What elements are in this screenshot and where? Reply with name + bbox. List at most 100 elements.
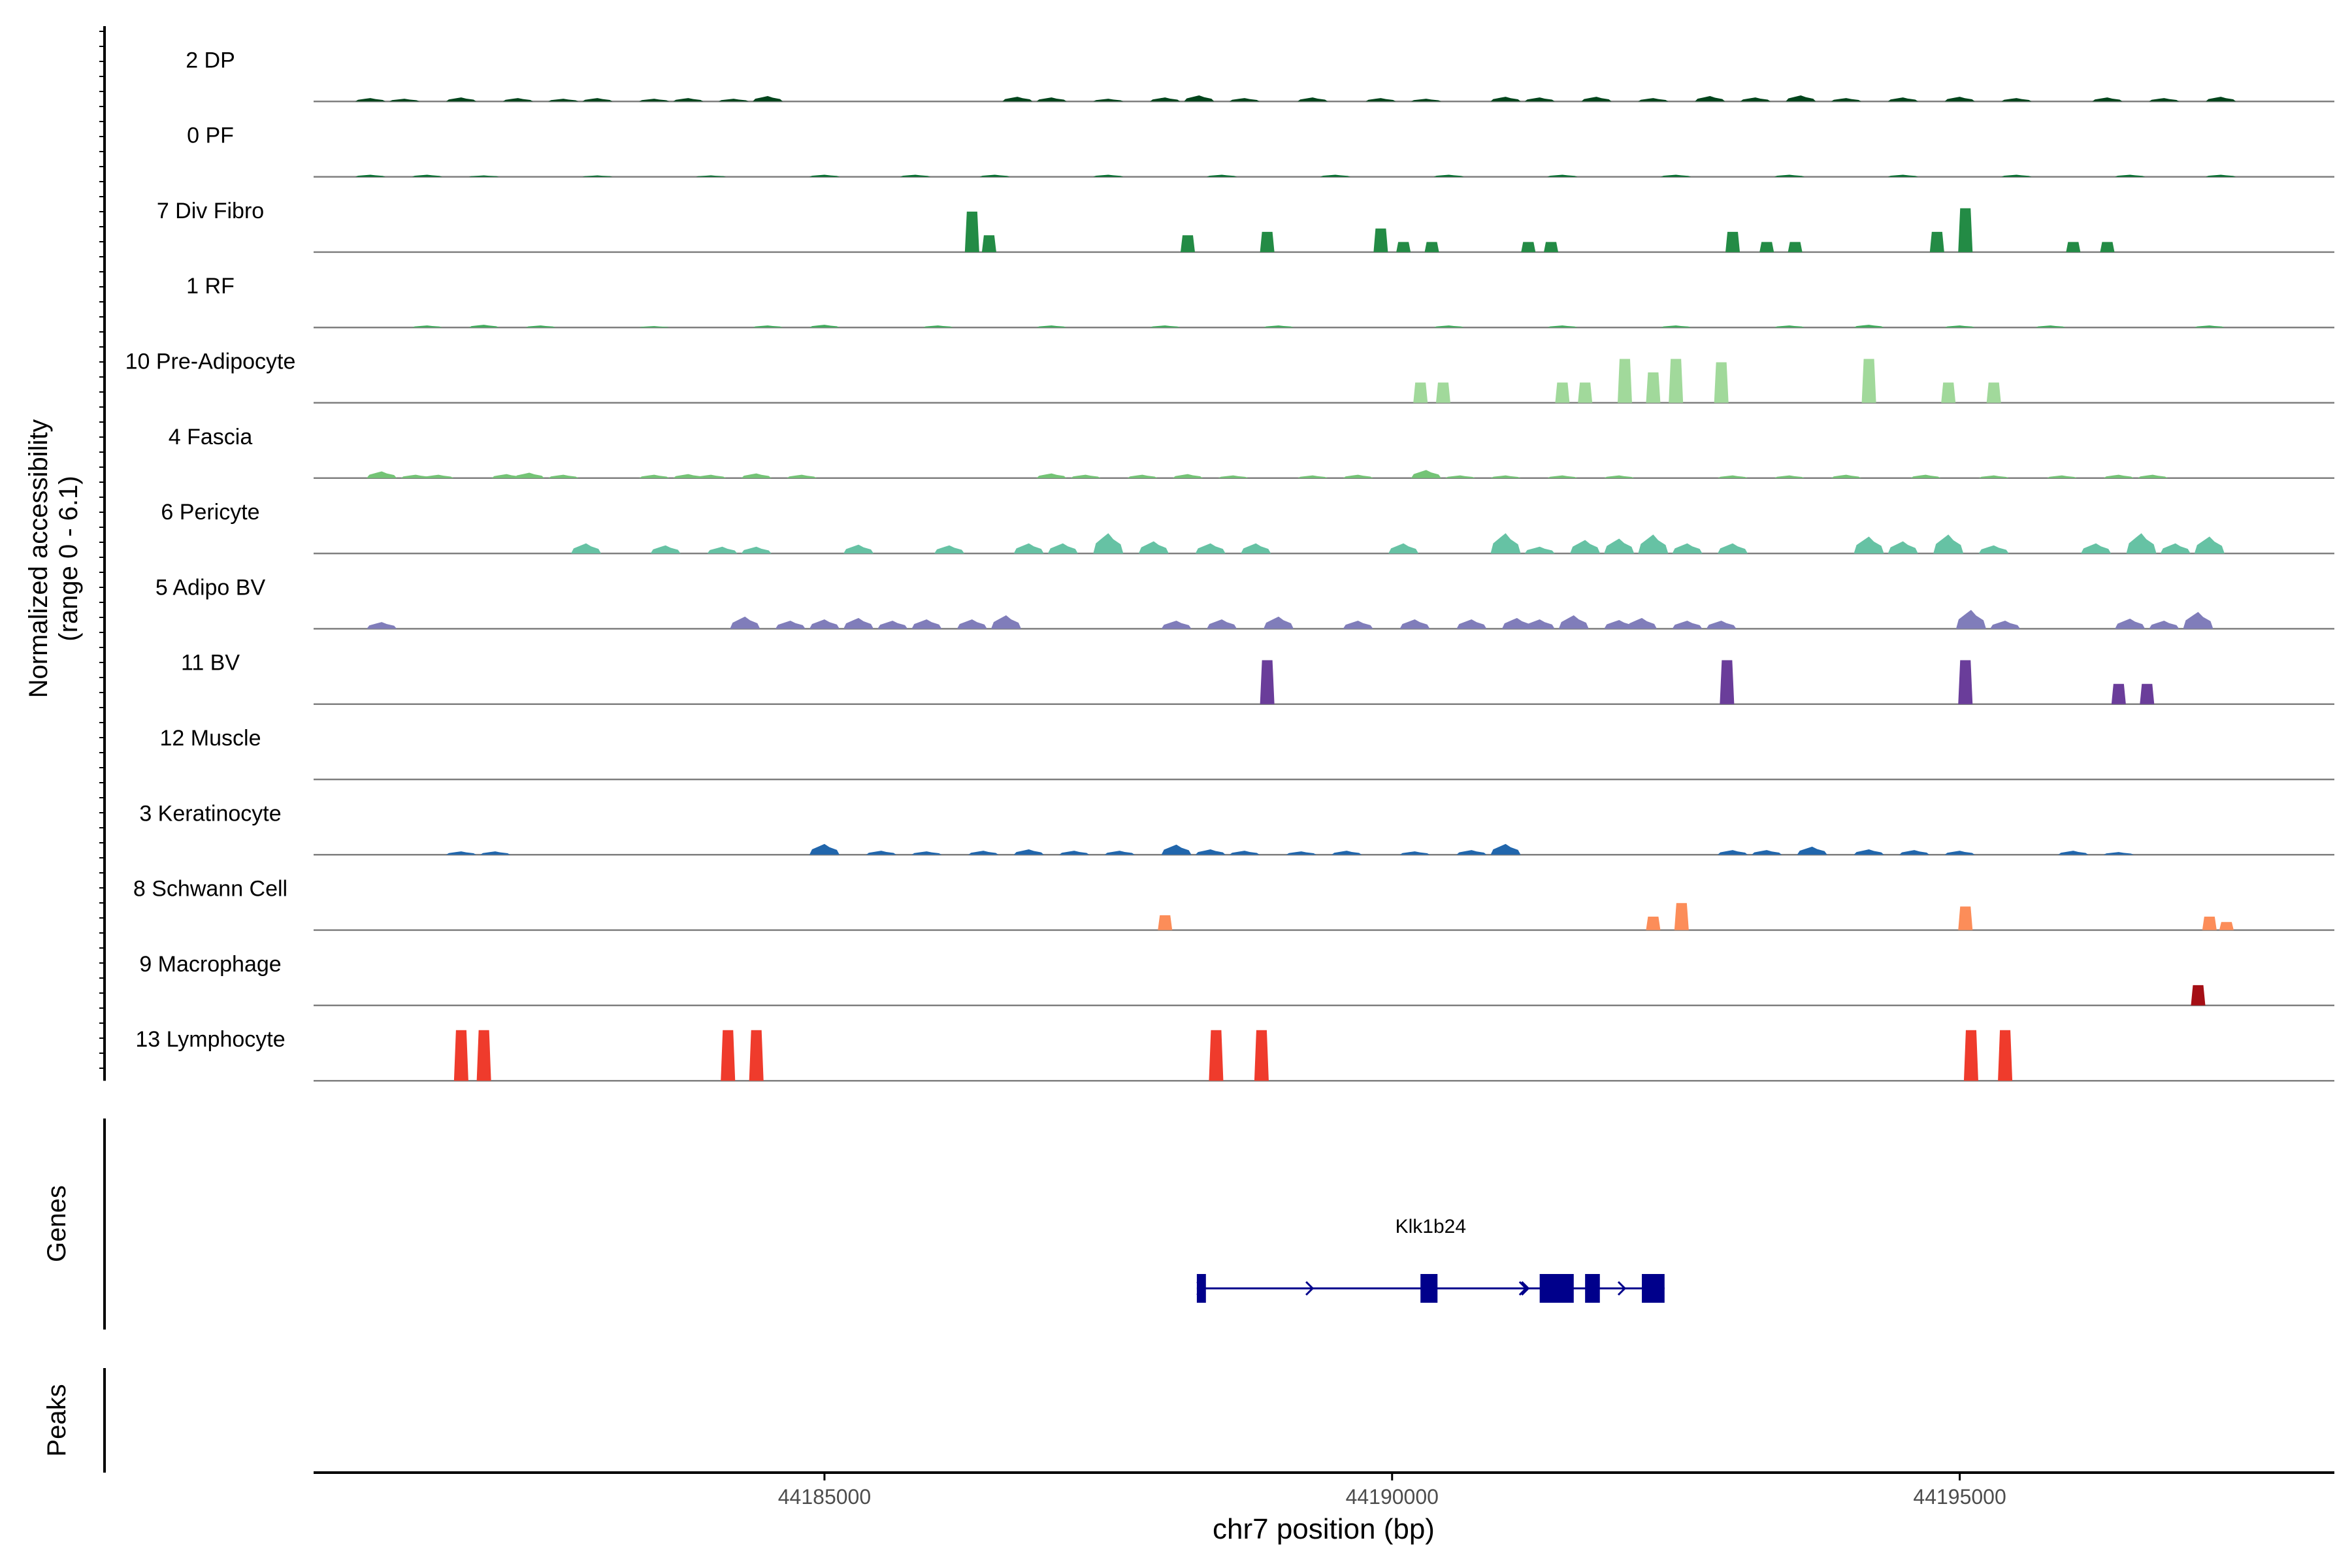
coverage-peak	[809, 325, 840, 328]
coverage-peak	[809, 843, 840, 855]
track-label: 6 Pericyte	[161, 500, 259, 525]
coverage-peak	[900, 174, 930, 177]
track-label: 2 DP	[186, 48, 235, 73]
coverage-peak	[2194, 325, 2225, 328]
coverage-peak	[1501, 617, 1532, 629]
coverage-peak	[1399, 619, 1430, 629]
gene-model	[1196, 1274, 1665, 1303]
coverage-peak	[1158, 915, 1173, 930]
coverage-peak	[2058, 851, 2089, 855]
coverage-peak	[721, 1030, 736, 1081]
track: 3 Keratinocyte	[139, 801, 2334, 856]
coverage-peak	[956, 619, 987, 629]
coverage-peak	[355, 98, 385, 102]
x-axis-label: chr7 position (bp)	[1213, 1513, 1435, 1545]
gene-strand-arrow	[1617, 1281, 1627, 1296]
coverage-peak	[923, 325, 953, 328]
coverage-peak	[548, 99, 579, 102]
coverage-peak	[1413, 382, 1428, 403]
coverage-peak	[753, 325, 783, 328]
coverage-peak	[968, 851, 999, 855]
coverage-peak	[548, 474, 579, 478]
gene-exon	[1196, 1274, 1206, 1303]
coverage-peak	[1241, 543, 1271, 554]
coverage-peak	[480, 851, 511, 855]
coverage-peak	[775, 621, 806, 629]
coverage-peak	[1718, 543, 1748, 554]
coverage-peak	[2103, 852, 2134, 855]
coverage-peak	[1547, 325, 1578, 328]
track: 6 Pericyte	[161, 500, 2334, 555]
coverage-peak	[1963, 1030, 1978, 1081]
coverage-peak	[2206, 174, 2236, 177]
coverage-peak	[1195, 849, 1226, 855]
coverage-peak	[1854, 536, 1884, 554]
coverage-peak	[1218, 475, 1249, 478]
coverage-peak	[1718, 850, 1748, 855]
coverage-peak	[639, 326, 670, 328]
coverage-peak	[1433, 174, 1464, 177]
coverage-peak	[1854, 325, 1884, 328]
coverage-peak	[1093, 174, 1124, 177]
coverage-peak	[1978, 475, 2009, 478]
coverage-peak	[2115, 174, 2146, 177]
gene-strand-arrow	[1305, 1281, 1315, 1296]
coverage-peak	[1933, 534, 1964, 554]
coverage-peak	[412, 174, 442, 177]
coverage-peak	[2001, 98, 2032, 102]
coverage-peak	[1944, 325, 1975, 328]
coverage-peak	[1740, 97, 1771, 102]
coverage-peak	[1456, 850, 1487, 855]
coverage-peak	[1990, 621, 2021, 629]
coverage-peak	[1490, 843, 1521, 855]
coverage-peak	[809, 174, 840, 177]
coverage-peak	[2160, 543, 2191, 554]
coverage-peak	[1831, 98, 1861, 102]
coverage-peak	[491, 474, 522, 478]
coverage-peak	[1672, 543, 1703, 554]
track-label: 9 Macrophage	[139, 952, 281, 977]
coverage-peak	[696, 175, 727, 177]
gene-exon	[1642, 1274, 1665, 1303]
coverage-peak	[1672, 621, 1703, 629]
coverage-peak	[1661, 325, 1691, 328]
coverage-peak	[1150, 325, 1181, 328]
coverage-peak	[707, 546, 738, 554]
coverage-peak	[1399, 851, 1430, 855]
tracks: 2 DP 0 PF 7 Div Fibro 1 RF 10 Pre-Adipocyte 4…	[125, 48, 2334, 1082]
coverage-peak	[1786, 95, 1816, 102]
gene-strand-arrow	[1521, 1281, 1530, 1296]
coverage-peak	[1714, 362, 1729, 403]
coverage-peak	[1669, 359, 1684, 403]
coverage-peak	[2191, 985, 2206, 1005]
coverage-peak	[1209, 1030, 1224, 1081]
track-label: 0 PF	[187, 123, 234, 148]
coverage-peak	[1093, 99, 1124, 102]
coverage-peak	[1490, 475, 1521, 478]
coverage-peak	[476, 1030, 491, 1081]
coverage-peak	[400, 474, 431, 478]
gene-name: Klk1b24	[1396, 1216, 1466, 1237]
coverage-peak	[911, 619, 942, 629]
coverage-peak	[843, 544, 874, 554]
coverage-peak	[2140, 683, 2155, 704]
gene-strand-arrow	[1518, 1281, 1527, 1296]
coverage-peak	[749, 1030, 764, 1081]
coverage-peak	[582, 175, 613, 177]
coverage-peak	[1555, 382, 1570, 403]
coverage-peak	[1910, 474, 1941, 478]
x-tick-label: 44195000	[1913, 1485, 2006, 1509]
coverage-peak	[1986, 382, 2001, 403]
genes-label: Genes	[42, 1185, 71, 1262]
coverage-peak	[355, 174, 385, 177]
coverage-peak	[1207, 174, 1237, 177]
coverage-peak	[877, 621, 908, 629]
coverage-peak	[639, 99, 670, 102]
coverage-peak	[1373, 228, 1388, 252]
coverage-peak	[1036, 473, 1067, 478]
coverage-peak	[1036, 325, 1067, 328]
track-label: 4 Fascia	[169, 425, 253, 449]
coverage-peak	[981, 235, 996, 252]
coverage-peak	[1604, 475, 1635, 478]
